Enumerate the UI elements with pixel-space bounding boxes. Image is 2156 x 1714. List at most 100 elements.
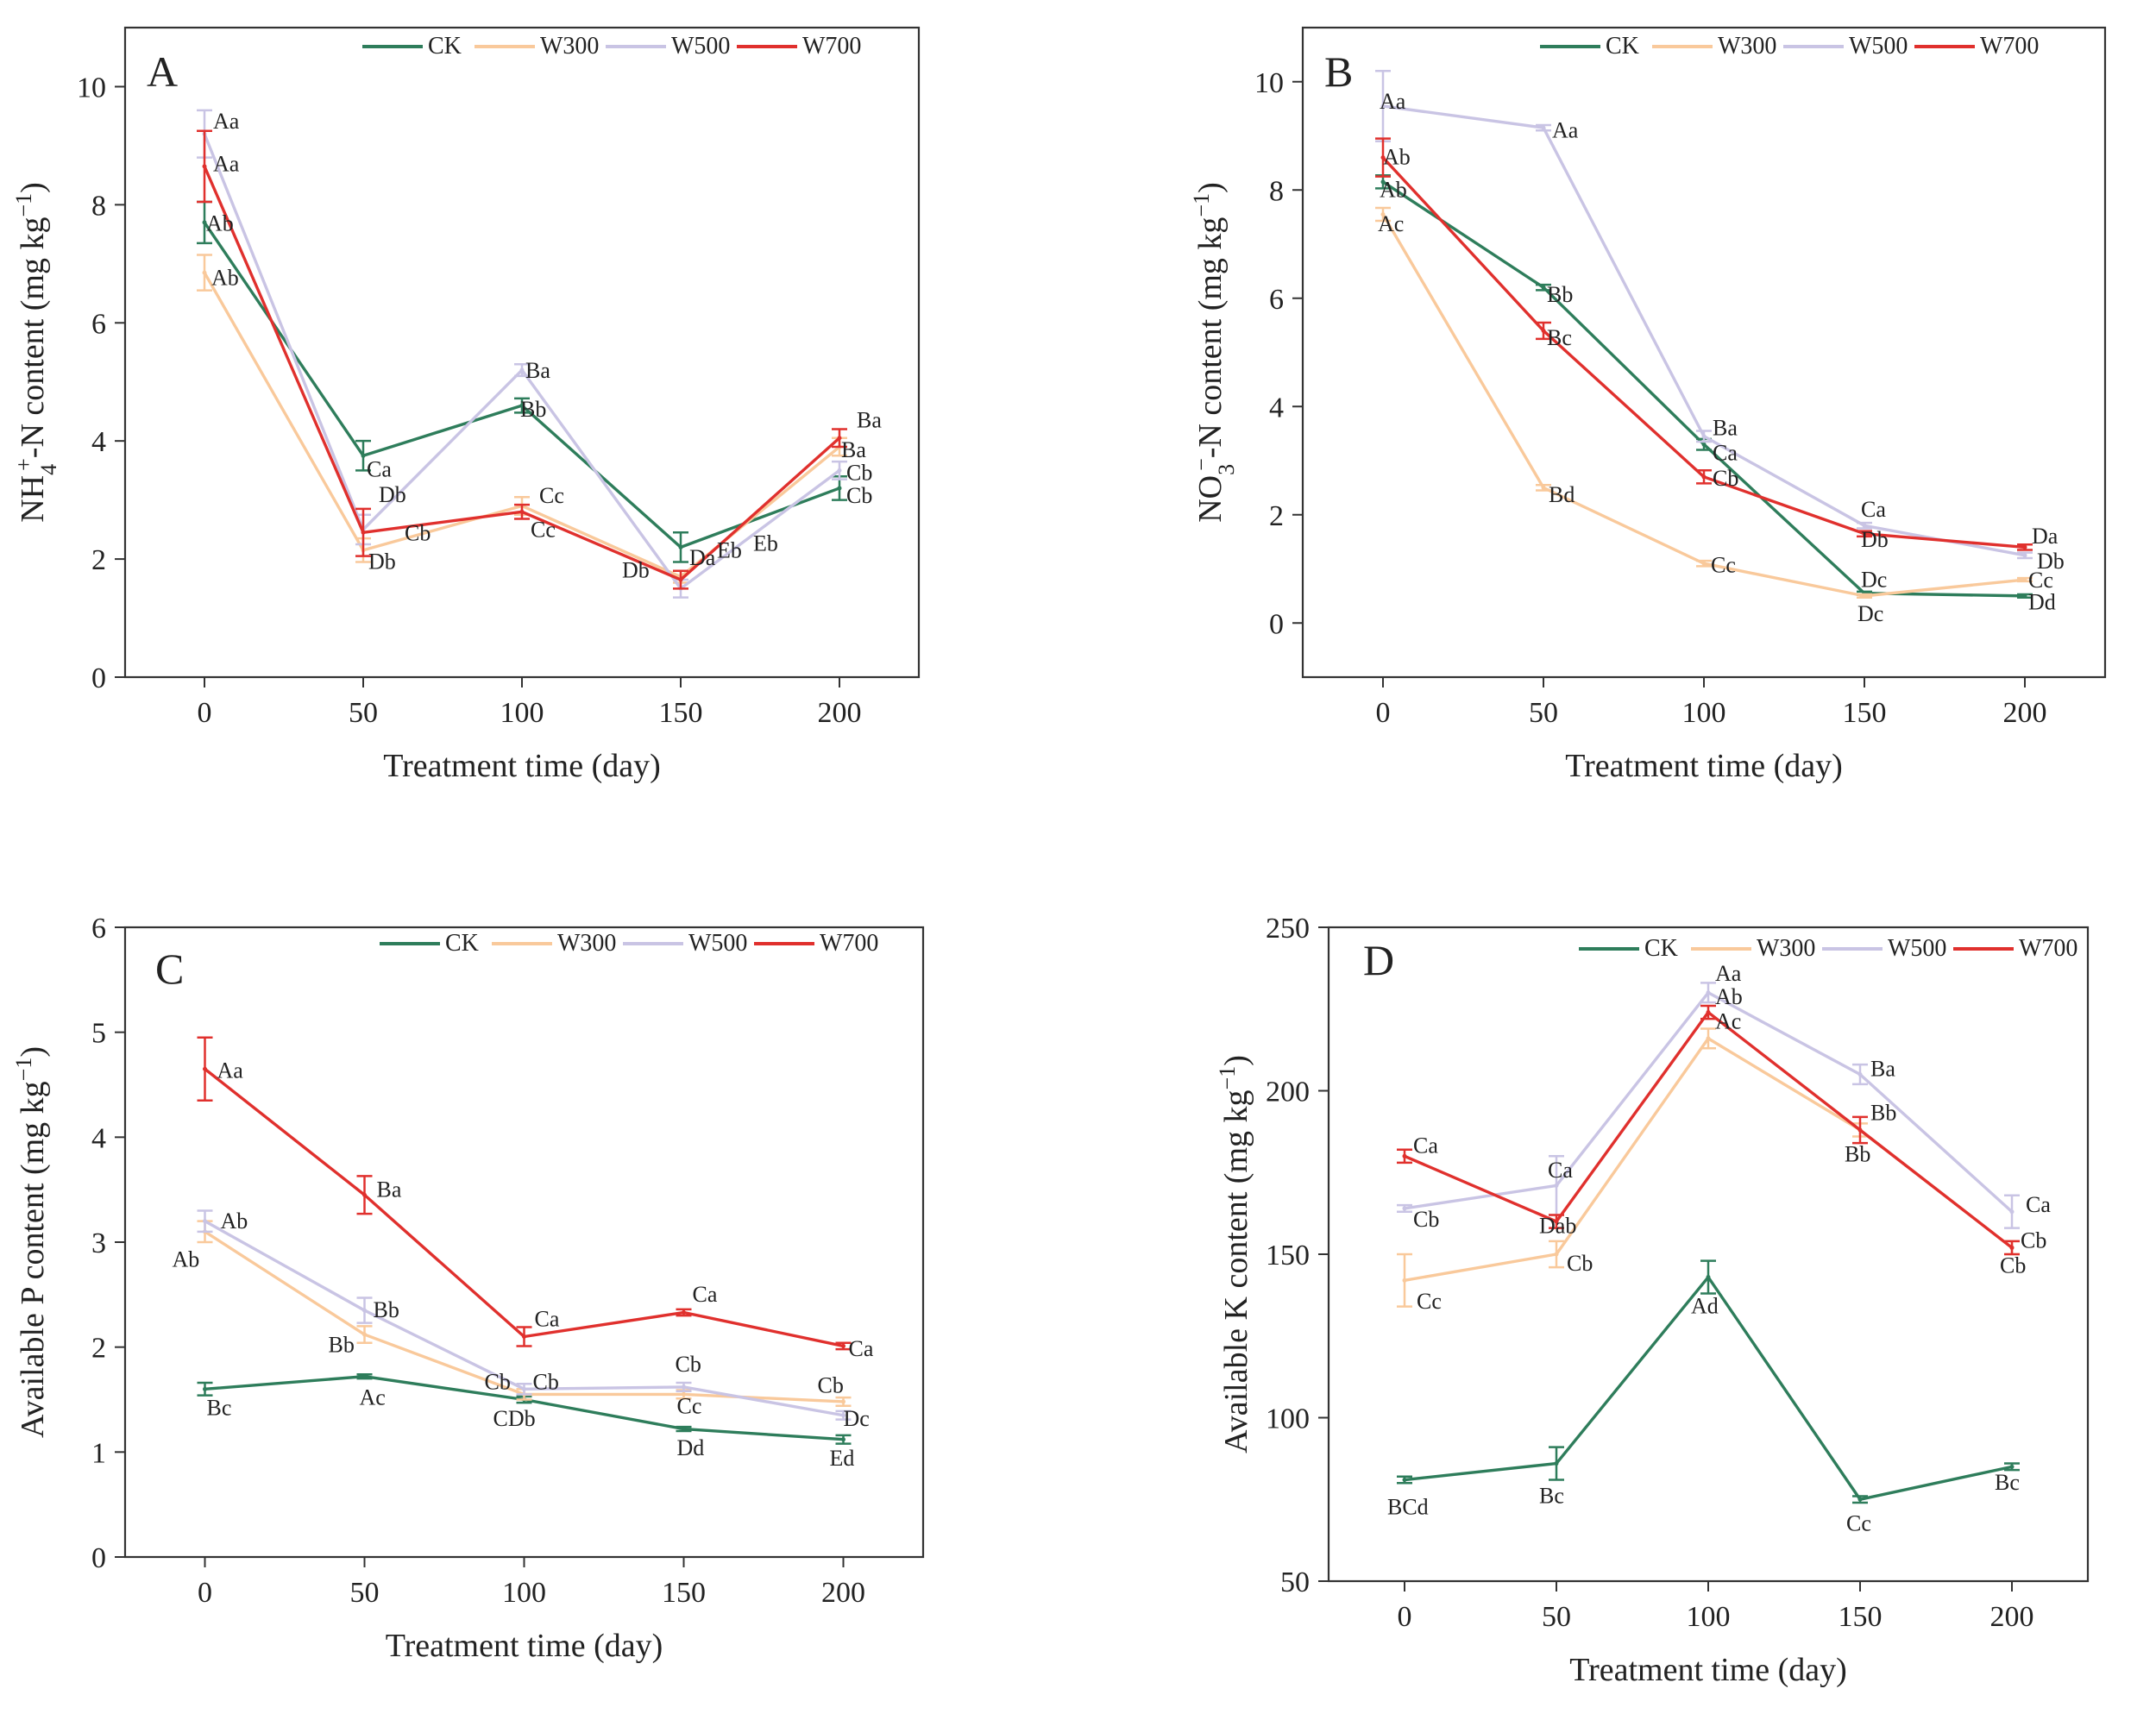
y-tick-label: 100 <box>1266 1403 1310 1435</box>
y-axis-title-subscript: 4 <box>36 464 61 475</box>
significance-label: Cc <box>531 517 556 542</box>
y-tick-label: 4 <box>91 1122 106 1154</box>
series-w500 <box>1375 69 2033 560</box>
significance-label: Dc <box>1861 567 1887 592</box>
significance-label: Ca <box>693 1282 718 1307</box>
significance-label: Db <box>2037 549 2065 574</box>
y-tick-label: 5 <box>91 1018 106 1050</box>
y-tick-label: 6 <box>1269 284 1284 316</box>
data-point <box>203 1386 207 1391</box>
significance-label: Dd <box>677 1435 705 1460</box>
y-axis-title: Available P content (mg kg−1) <box>11 1046 52 1438</box>
y-axis-title: Available K content (mg kg−1) <box>1215 1055 1255 1453</box>
significance-label: Ab <box>221 1209 248 1234</box>
significance-label: Db <box>379 482 406 507</box>
y-axis-title-exponent: −1 <box>1215 1066 1240 1090</box>
x-tick-label: 50 <box>1542 1601 1571 1633</box>
legend-label-ck: CK <box>1606 33 1639 60</box>
x-tick-label: 0 <box>198 697 212 729</box>
data-point <box>1554 1252 1559 1257</box>
y-tick-label: 150 <box>1266 1240 1310 1271</box>
legend-label-w500: W500 <box>671 33 730 60</box>
data-point <box>1541 125 1546 130</box>
y-tick-label: 1 <box>91 1437 106 1469</box>
data-point <box>203 1219 207 1224</box>
significance-label: Bc <box>1539 1483 1564 1508</box>
y-tick-label: 200 <box>1266 1077 1310 1108</box>
data-point <box>1402 1278 1407 1283</box>
series-w700 <box>1397 1004 2020 1256</box>
y-tick-label: 10 <box>1254 67 1284 99</box>
x-tick-label: 0 <box>1398 1601 1412 1633</box>
significance-label: Cb <box>1713 466 1738 491</box>
data-point <box>682 1391 686 1397</box>
significance-label: Bc <box>207 1396 232 1421</box>
data-point <box>1554 1183 1559 1188</box>
legend-label-w300: W300 <box>1757 935 1815 962</box>
data-point <box>1541 485 1546 490</box>
data-point <box>202 164 207 169</box>
significance-label: Ab <box>1383 145 1411 170</box>
y-tick-label: 250 <box>1266 913 1310 945</box>
data-point <box>362 1308 367 1313</box>
y-axis-title-superscript: − <box>1189 458 1214 471</box>
x-tick-label: 100 <box>502 1577 546 1609</box>
legend-label-w700: W700 <box>1980 33 2039 60</box>
y-axis-title-exponent: −1 <box>11 1058 36 1082</box>
data-point <box>519 403 525 408</box>
significance-label: Cc <box>539 483 564 508</box>
y-tick-label: 3 <box>91 1227 106 1259</box>
series-ck <box>197 200 847 563</box>
x-tick-label: 100 <box>1687 1601 1731 1633</box>
data-point <box>678 577 683 582</box>
data-point <box>203 1066 207 1071</box>
data-point <box>1862 523 1867 528</box>
x-axis-title: Treatment time (day) <box>1569 1652 1847 1688</box>
y-axis-title-rest: -N content (mg kg <box>1192 217 1229 459</box>
panel-letter: D <box>1363 936 1394 984</box>
significance-label: Ab <box>211 266 239 291</box>
significance-label: Ac <box>360 1385 386 1410</box>
data-point <box>1701 474 1707 480</box>
y-tick-label: 6 <box>91 913 106 945</box>
y-tick-label: 0 <box>1269 608 1284 640</box>
y-tick-label: 0 <box>91 1542 106 1574</box>
significance-label: Ca <box>1548 1158 1573 1183</box>
significance-label: Aa <box>213 109 240 134</box>
significance-label: Ed <box>830 1446 855 1471</box>
significance-label: Ad <box>1691 1293 1719 1318</box>
data-point <box>362 1192 367 1197</box>
data-point <box>1402 1206 1407 1211</box>
significance-label: Cc <box>2028 568 2053 593</box>
data-point <box>361 530 366 535</box>
y-axis-title-exponent: −1 <box>1189 193 1214 217</box>
x-tick-label: 200 <box>2003 697 2047 729</box>
data-point <box>522 1386 526 1391</box>
significance-label: Cb <box>846 483 872 508</box>
x-axis-title: Treatment time (day) <box>1565 748 1843 784</box>
x-tick-label: 50 <box>1529 697 1558 729</box>
data-point <box>841 1343 845 1348</box>
significance-label: Ab <box>1380 177 1407 202</box>
significance-label: Ca <box>367 457 392 482</box>
series-w500 <box>197 1209 852 1421</box>
y-tick-label: 50 <box>1280 1566 1310 1598</box>
data-point <box>202 270 207 275</box>
significance-label: Aa <box>1715 961 1742 986</box>
x-tick-label: 100 <box>1682 697 1726 729</box>
data-point <box>1541 328 1546 333</box>
significance-label: Bc <box>1547 325 1572 350</box>
x-tick-label: 50 <box>349 697 378 729</box>
data-point <box>2022 553 2027 558</box>
significance-label: Aa <box>213 152 240 177</box>
data-point <box>361 453 366 458</box>
significance-label: BCd <box>1387 1495 1429 1520</box>
significance-label: Aa <box>1380 89 1406 114</box>
y-tick-label: 0 <box>91 662 106 694</box>
panel-b: B 0 50 100 150 200 0 2 4 6 8 10 Treatment time (day)… <box>1189 26 2107 784</box>
y-tick-label: 2 <box>91 1333 106 1365</box>
data-point <box>1541 285 1546 290</box>
significance-label: Ba <box>377 1177 402 1202</box>
data-point <box>1701 434 1707 439</box>
data-point <box>837 436 842 441</box>
